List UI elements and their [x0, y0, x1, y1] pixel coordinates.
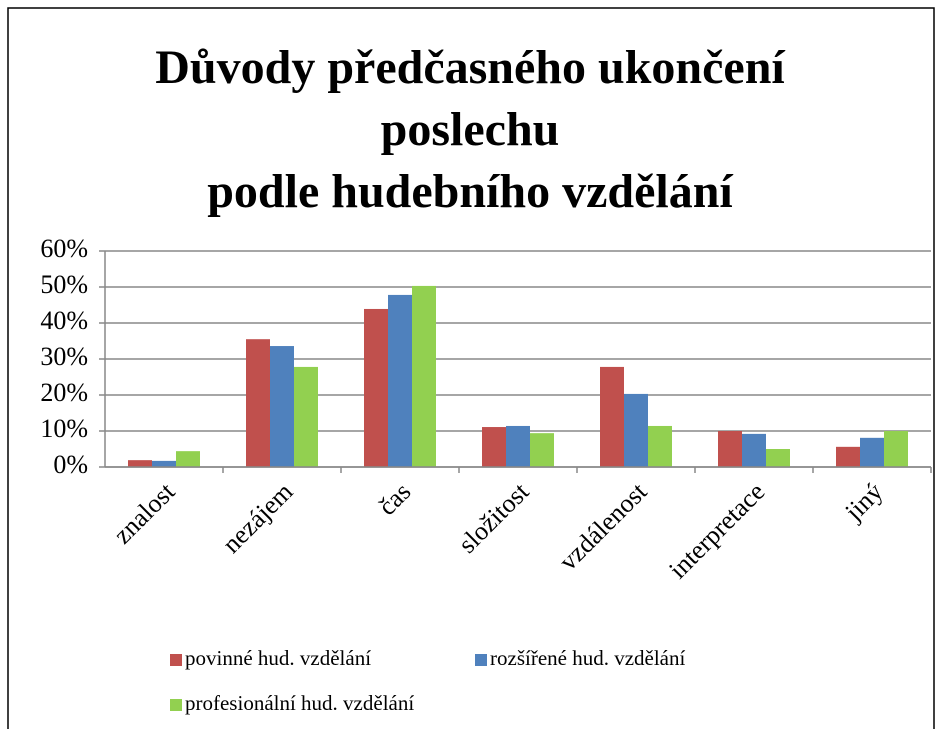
frame — [7, 7, 935, 729]
y-tick-label: 40% — [40, 306, 88, 335]
legend-label: povinné hud. vzdělání — [185, 646, 371, 670]
x-tick-label: znalost — [108, 476, 181, 549]
bar — [482, 427, 506, 467]
y-tick-label: 20% — [40, 378, 88, 407]
bar — [294, 366, 318, 467]
x-tick-label: složitost — [453, 476, 535, 558]
legend-swatch — [475, 654, 487, 666]
y-tick-label: 50% — [40, 270, 88, 299]
bar — [128, 460, 152, 467]
legend-label: rozšířené hud. vzdělání — [490, 646, 686, 670]
bar — [742, 433, 766, 467]
y-tick-label: 0% — [53, 450, 88, 479]
bar — [836, 446, 860, 467]
bar — [506, 425, 530, 467]
bar — [530, 433, 554, 467]
chart-title: Důvody předčasného ukončení — [155, 41, 785, 94]
x-tick-label: nezájem — [217, 477, 299, 559]
x-tick-label: vzdálenost — [553, 476, 653, 576]
bar — [766, 449, 790, 467]
bar — [860, 437, 884, 467]
bar — [364, 308, 388, 467]
legend-swatch — [170, 699, 182, 711]
bar — [388, 294, 412, 467]
y-tick-label: 60% — [40, 234, 88, 263]
bar — [246, 339, 270, 467]
y-tick-label: 10% — [40, 414, 88, 443]
x-tick-label: jiný — [839, 477, 889, 527]
legend-label: profesionální hud. vzdělání — [185, 691, 414, 715]
bar — [884, 431, 908, 467]
bar — [412, 285, 436, 467]
chart-title: poslechu — [381, 103, 560, 156]
bar — [718, 431, 742, 467]
chart-title: podle hudebního vzdělání — [207, 165, 733, 218]
bar — [152, 460, 176, 467]
bar — [270, 346, 294, 467]
y-tick-label: 30% — [40, 342, 88, 371]
bar — [624, 393, 648, 467]
bar — [648, 425, 672, 467]
bar — [600, 366, 624, 467]
bar — [176, 451, 200, 467]
x-tick-label: čas — [372, 477, 416, 521]
legend-swatch — [170, 654, 182, 666]
x-tick-label: interpretace — [663, 477, 770, 584]
